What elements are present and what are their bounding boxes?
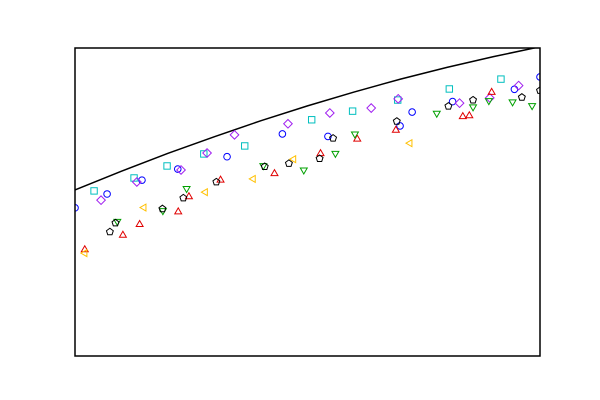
green-triangle-down-point [350, 131, 360, 139]
black-pentagon-point [111, 218, 120, 227]
red-triangle-up-point [464, 110, 474, 119]
cyan-square-point [241, 142, 249, 150]
black-pentagon-point [260, 162, 269, 170]
green-triangle-down-point [508, 99, 517, 107]
upper-bound-curve [75, 48, 538, 191]
blue-circle-point [75, 204, 79, 212]
cyan-square-point [90, 187, 98, 195]
purple-diamond-point [176, 164, 187, 175]
blue-circle-point [448, 97, 457, 106]
green-triangle-down-point [432, 110, 442, 119]
yellow-triangle-left-point [138, 203, 147, 212]
purple-diamond-point [366, 103, 377, 114]
purple-diamond-point [202, 148, 213, 159]
red-triangle-up-point [135, 219, 144, 227]
black-pentagon-point [444, 101, 453, 110]
black-pentagon-point [158, 204, 167, 213]
black-pentagon-point [315, 154, 324, 162]
black-pentagon-point [517, 93, 526, 101]
cyan-square-point [348, 107, 357, 115]
black-pentagon-point [284, 159, 293, 167]
green-triangle-down-point [182, 185, 191, 194]
green-triangle-down-point [484, 98, 494, 106]
purple-diamond-point [229, 129, 240, 140]
blue-circle-point [223, 152, 231, 161]
cyan-square-point [307, 116, 316, 124]
cyan-square-point [497, 75, 505, 83]
black-pentagon-point [179, 193, 188, 202]
green-triangle-down-point [527, 103, 537, 111]
red-triangle-up-point [184, 191, 194, 200]
red-triangle-up-point [216, 175, 225, 183]
red-triangle-up-point [352, 134, 362, 142]
green-triangle-down-point [299, 167, 309, 175]
cyan-square-point [445, 85, 454, 93]
purple-diamond-point [324, 107, 335, 118]
black-pentagon-point [212, 177, 221, 186]
blue-circle-point [103, 190, 111, 198]
purple-diamond-point [393, 93, 404, 104]
black-pentagon-point [392, 117, 401, 125]
red-triangle-up-point [458, 111, 468, 120]
purple-diamond-point [454, 98, 465, 109]
yellow-triangle-left-point [79, 248, 88, 258]
red-triangle-up-point [80, 244, 90, 253]
purple-diamond-point [131, 176, 142, 187]
yellow-triangle-left-point [288, 154, 297, 164]
red-triangle-up-point [173, 206, 183, 215]
purple-diamond-point [282, 118, 293, 129]
blue-circle-point [408, 108, 416, 116]
blue-circle-point [536, 73, 540, 81]
green-triangle-down-point [468, 104, 478, 112]
yellow-triangle-left-point [200, 187, 208, 197]
blue-circle-point [173, 165, 182, 173]
red-triangle-up-point [118, 230, 128, 238]
black-pentagon-point [329, 134, 338, 142]
black-pentagon-point [469, 95, 478, 104]
purple-diamond-point [513, 80, 524, 91]
plot-marks [75, 48, 540, 258]
cyan-square-point [163, 162, 171, 170]
red-triangle-up-point [391, 125, 401, 133]
yellow-triangle-left-point [404, 138, 413, 148]
axes-frame [74, 47, 541, 357]
cyan-square-point [200, 150, 208, 158]
black-pentagon-point [535, 86, 540, 94]
black-pentagon-point [105, 227, 114, 236]
red-triangle-up-point [270, 168, 279, 177]
purple-diamond-point [96, 195, 107, 206]
blue-circle-point [396, 122, 404, 130]
green-triangle-down-point [331, 150, 340, 159]
red-triangle-up-point [487, 87, 496, 95]
blue-circle-point [278, 130, 287, 138]
yellow-triangle-left-point [248, 174, 256, 184]
